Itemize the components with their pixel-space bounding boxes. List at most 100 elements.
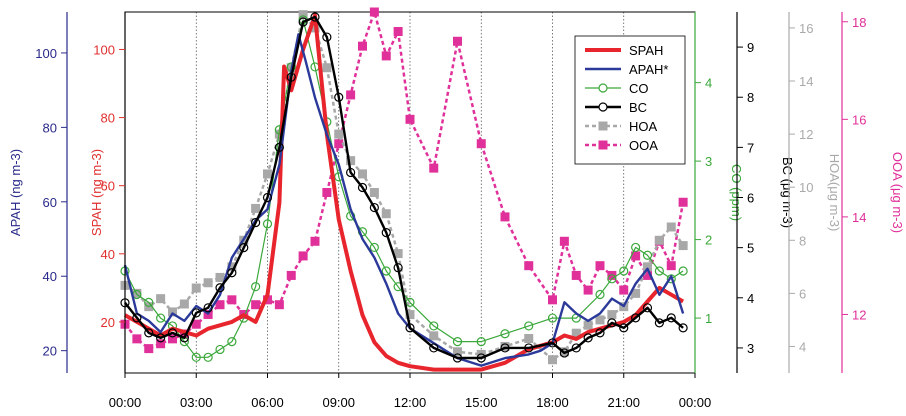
data-point: [595, 328, 605, 338]
data-point: [393, 249, 403, 259]
data-point: [559, 236, 569, 246]
data-point: [583, 333, 593, 343]
y-tick-label: 100: [93, 42, 115, 57]
y-tick-label: 2: [705, 233, 712, 248]
data-point: [132, 313, 142, 323]
data-point: [452, 337, 463, 347]
y-tick-label: 5: [747, 241, 754, 256]
data-point: [263, 295, 272, 305]
y-tick-label: 18: [852, 15, 866, 30]
data-point: [643, 270, 652, 280]
data-point: [429, 163, 439, 173]
data-point: [619, 323, 629, 333]
y-tick-label: 8: [799, 233, 806, 248]
data-point: [132, 334, 142, 344]
legend-marker: [598, 121, 608, 131]
data-point: [191, 283, 201, 293]
data-point: [191, 319, 201, 329]
y-tick-label: 4: [747, 291, 754, 306]
y-tick-label: 16: [852, 112, 866, 127]
y-tick-label: 80: [43, 120, 57, 135]
legend-label: APAH*: [629, 62, 669, 77]
data-point: [156, 333, 166, 343]
data-point: [631, 313, 641, 323]
x-tick-label: 09:00: [322, 395, 355, 410]
x-tick-label: 00:00: [109, 395, 142, 410]
y-axis-label: HOA(μg m-3): [827, 154, 842, 232]
data-point: [524, 343, 534, 353]
data-point: [191, 352, 201, 362]
y-tick-label: 14: [852, 210, 866, 225]
data-point: [358, 169, 367, 179]
data-point: [666, 274, 676, 284]
data-point: [156, 339, 166, 349]
data-point: [583, 285, 593, 295]
data-point: [548, 355, 557, 365]
data-point: [286, 270, 296, 280]
data-point: [571, 328, 581, 338]
data-point: [203, 303, 213, 313]
data-point: [393, 27, 403, 37]
data-point: [334, 92, 344, 102]
legend-label: BC: [629, 100, 647, 115]
data-point: [298, 17, 308, 27]
data-point: [168, 307, 177, 317]
data-point: [346, 156, 356, 166]
y-axis-label: BC (μg m-3): [780, 157, 795, 228]
data-point: [654, 318, 664, 328]
series-apah: [123, 33, 685, 367]
y-tick-label: 12: [852, 307, 866, 322]
data-point: [642, 303, 653, 313]
data-point: [381, 266, 391, 276]
data-point: [251, 300, 261, 310]
data-point: [346, 167, 356, 178]
data-point: [476, 139, 486, 149]
y-tick-label: 8: [747, 90, 754, 105]
data-point: [310, 236, 320, 246]
data-point: [251, 217, 261, 228]
series-line: [124, 15, 684, 360]
data-point: [156, 313, 166, 323]
data-point: [559, 348, 569, 358]
data-point: [322, 188, 332, 197]
data-point: [179, 299, 189, 309]
data-point: [631, 242, 641, 253]
data-point: [274, 142, 284, 152]
legend-marker: [598, 140, 608, 150]
data-point: [334, 129, 344, 139]
data-point: [654, 266, 664, 276]
data-point: [547, 338, 558, 348]
data-point: [298, 10, 308, 20]
y-tick-label: 16: [799, 21, 813, 36]
legend-label: OOA: [629, 138, 658, 153]
data-point: [666, 313, 676, 323]
legend-item: CO: [585, 81, 649, 96]
y-tick-label: 40: [101, 247, 115, 262]
data-point: [642, 250, 653, 260]
x-tick-label: 03:00: [180, 395, 213, 410]
legend-label: CO: [629, 81, 649, 96]
legend-item: HOA: [585, 119, 658, 134]
y-tick-label: 20: [101, 315, 115, 330]
data-point: [500, 341, 510, 351]
y-axis-bc: 3 4 5 6 7 8 9 BC (μg m-3): [736, 12, 795, 373]
data-point: [678, 197, 688, 207]
y-tick-label: 6: [799, 286, 806, 301]
x-tick-label: 21:00: [607, 395, 640, 410]
y-tick-label: 3: [747, 341, 754, 356]
data-point: [524, 261, 534, 271]
data-point: [678, 241, 688, 251]
y-tick-label: 60: [43, 195, 57, 210]
x-tick-label: 15:00: [465, 395, 498, 410]
data-point: [595, 315, 605, 325]
data-point: [524, 321, 534, 331]
data-point: [369, 7, 379, 17]
y-tick-label: 80: [101, 111, 115, 126]
data-point: [381, 209, 391, 219]
axes-layer: 20 40 60 80 100 APAH (ng m-3) 20 40 60 80 100 SPAH …: [8, 12, 905, 373]
data-point: [203, 352, 213, 362]
data-point: [179, 333, 189, 343]
data-point: [666, 261, 676, 271]
y-tick-label: 60: [101, 179, 115, 194]
